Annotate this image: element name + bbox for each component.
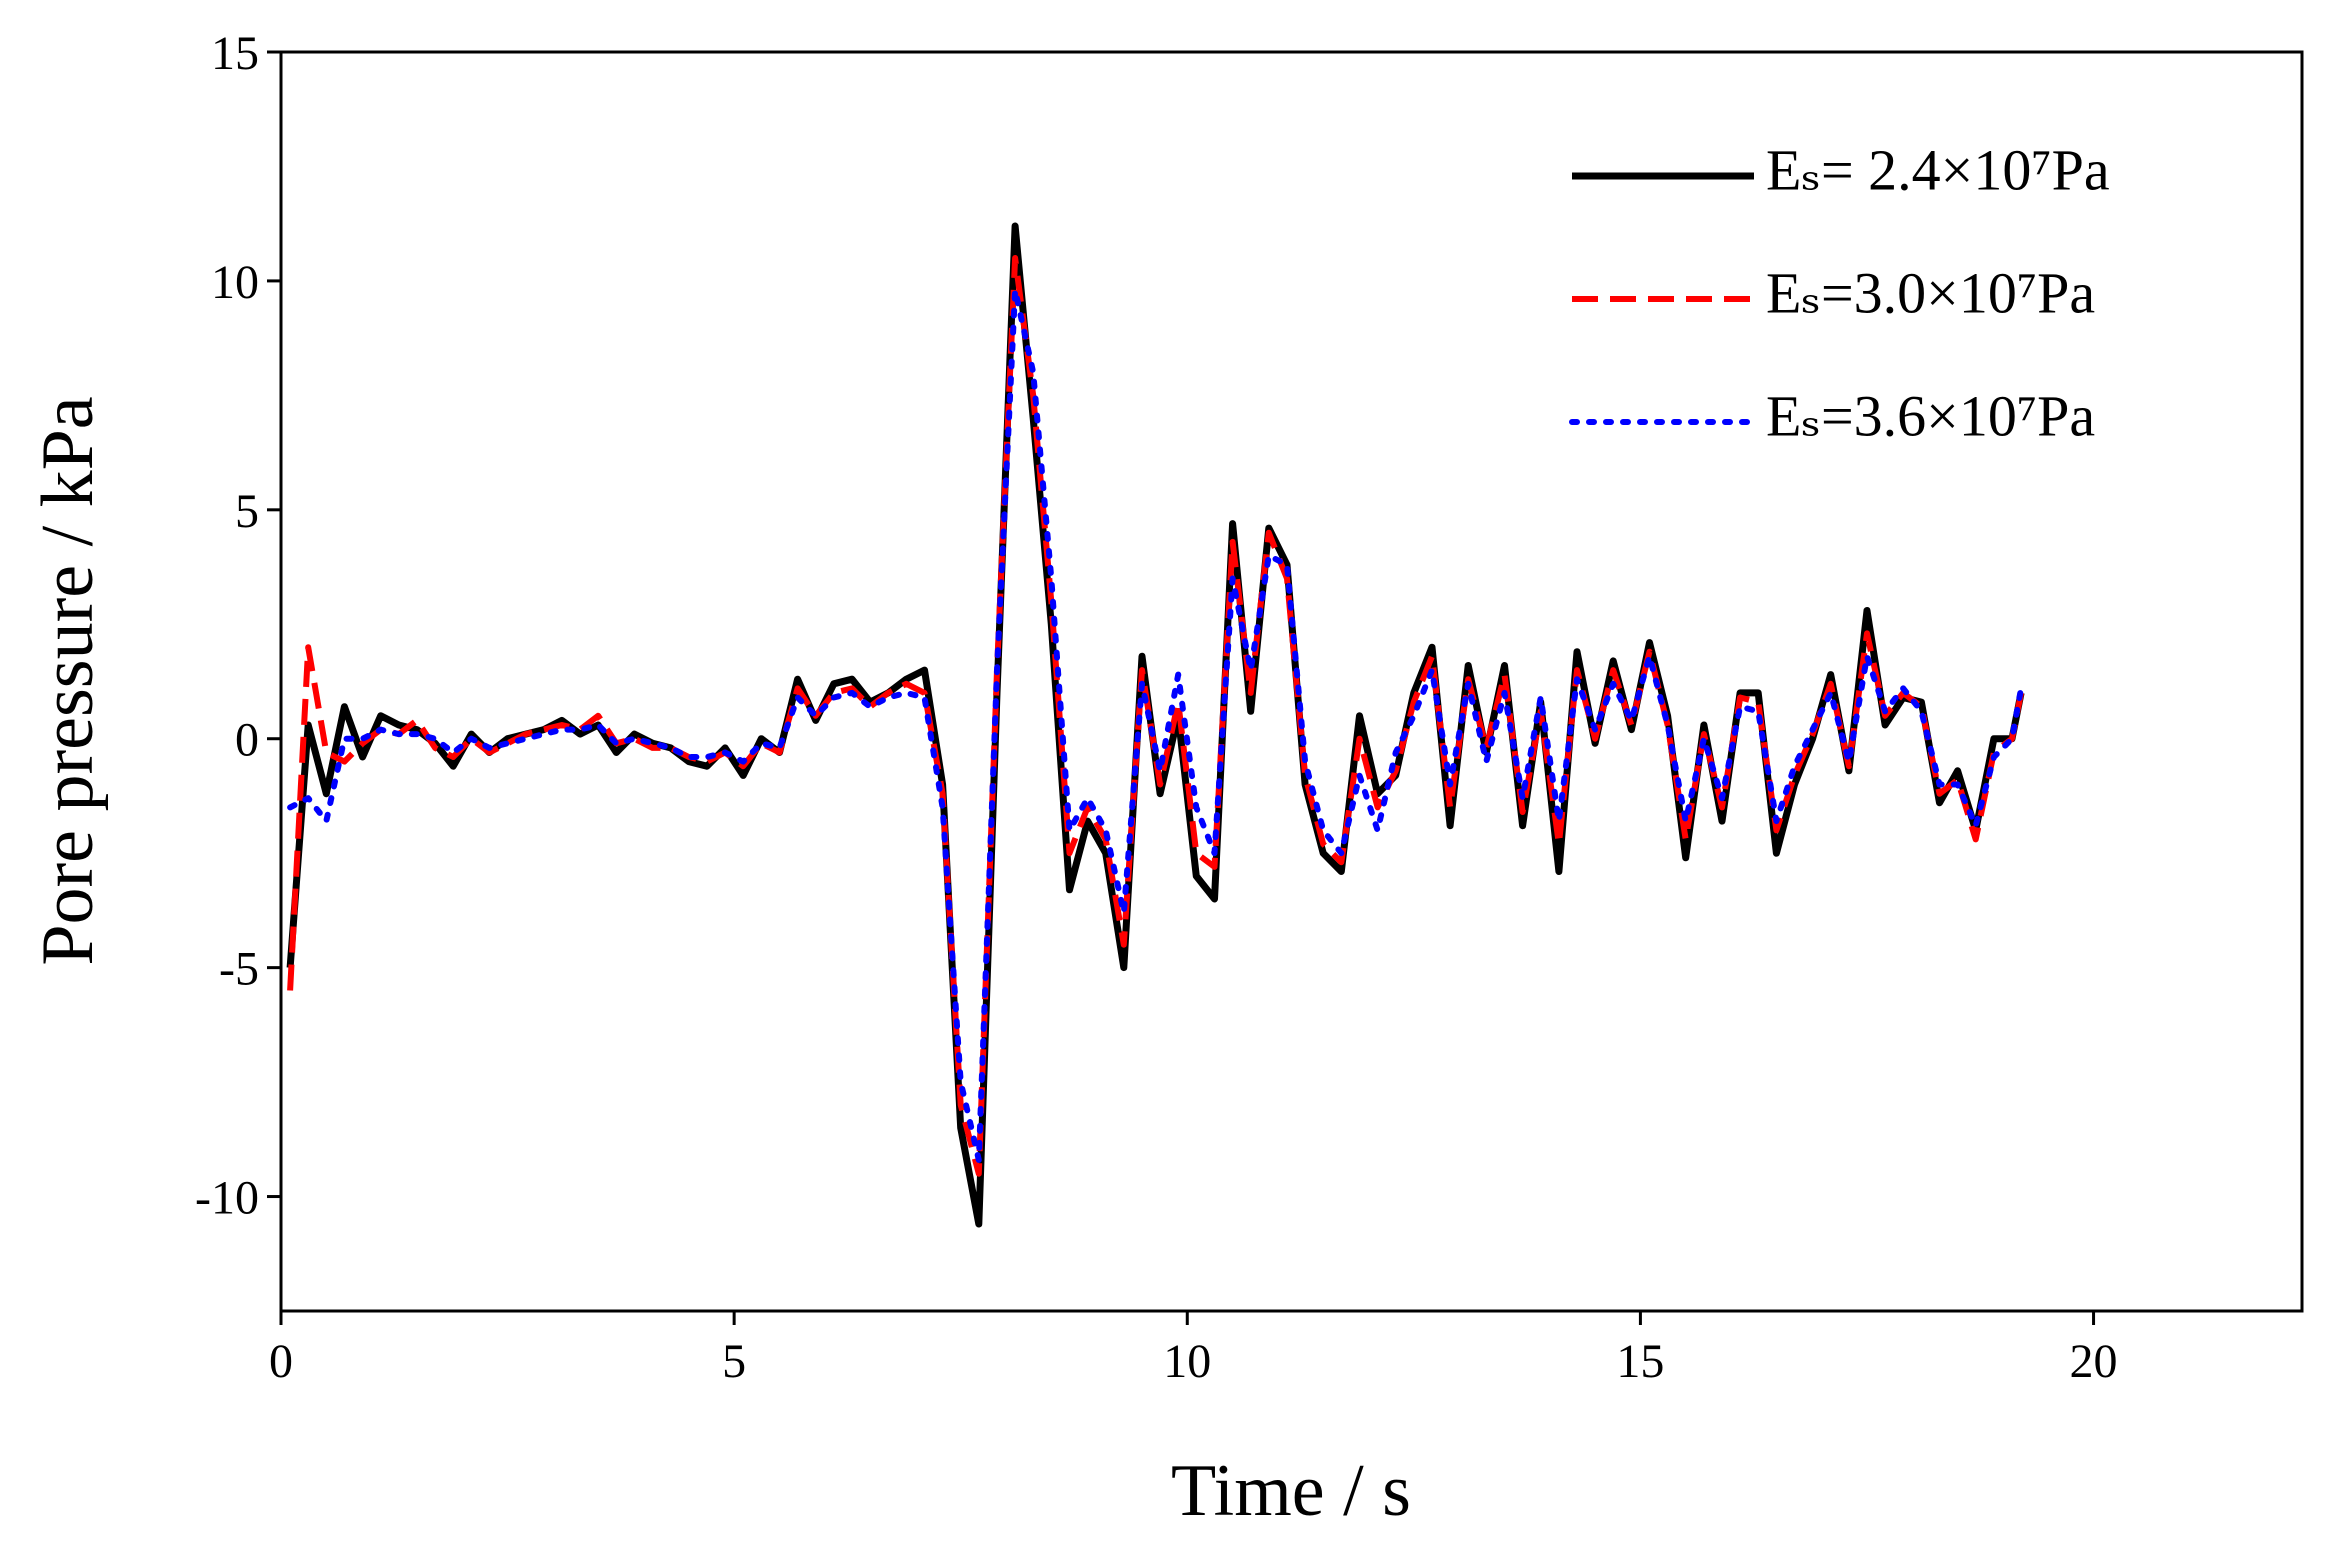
legend-label: Eₛ=3.0×10⁷Pa bbox=[1766, 260, 2095, 325]
x-tick-label: 20 bbox=[2070, 1335, 2118, 1388]
y-tick-label: 15 bbox=[211, 27, 259, 80]
y-tick-label: 5 bbox=[235, 485, 259, 538]
series-line bbox=[287, 255, 2025, 1177]
y-tick-label: 0 bbox=[235, 714, 259, 767]
series-line bbox=[286, 222, 2025, 1228]
legend-label: Eₛ= 2.4×10⁷Pa bbox=[1766, 137, 2110, 202]
x-tick-label: 0 bbox=[269, 1335, 293, 1388]
y-tick-label: -10 bbox=[195, 1172, 259, 1225]
plot-frame bbox=[279, 50, 2304, 1313]
x-tick-label: 5 bbox=[722, 1335, 746, 1388]
x-tick-label: 15 bbox=[1616, 1335, 1664, 1388]
x-tick-label: 10 bbox=[1163, 1335, 1211, 1388]
legend-label: Eₛ=3.6×10⁷Pa bbox=[1766, 383, 2095, 448]
x-axis-title: Time / s bbox=[1171, 1450, 1411, 1532]
y-tick-label: 10 bbox=[211, 256, 259, 309]
y-tick-label: -5 bbox=[219, 943, 259, 996]
y-axis-title: Pore pressure / kPa bbox=[27, 396, 109, 965]
